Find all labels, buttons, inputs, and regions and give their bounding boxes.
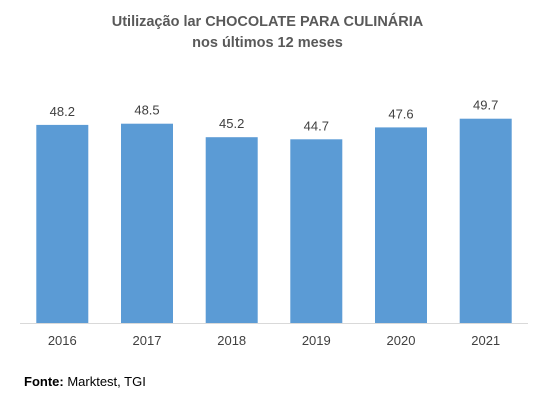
source-note: Fonte: Marktest, TGI (24, 374, 146, 389)
data-label-2020: 47.6 (388, 106, 413, 121)
source-label: Fonte: (24, 374, 64, 389)
bar-2018 (205, 137, 258, 323)
x-tick-label-2016: 2016 (48, 333, 77, 348)
source-text: Marktest, TGI (63, 374, 146, 389)
bar-2021 (459, 118, 512, 323)
x-tick-label-2021: 2021 (471, 333, 500, 348)
bar-2017 (121, 123, 173, 323)
data-label-2021: 49.7 (473, 98, 498, 113)
data-label-2019: 44.7 (304, 118, 329, 133)
bar-2016 (36, 124, 89, 324)
x-tick-label-2020: 2020 (387, 333, 416, 348)
data-label-2018: 45.2 (219, 116, 244, 131)
x-tick-label-2017: 2017 (133, 333, 162, 348)
x-tick-label-2019: 2019 (302, 333, 331, 348)
chart-title-line-2: nos últimos 12 meses (192, 35, 343, 51)
bar-2020 (375, 127, 427, 324)
data-label-2016: 48.2 (50, 104, 75, 119)
x-tick-label-2018: 2018 (217, 333, 246, 348)
data-label-2017: 48.5 (134, 103, 159, 118)
chart-title: Utilização lar CHOCOLATE PARA CULINÁRIA … (0, 12, 535, 54)
chart-title-line-1: Utilização lar CHOCOLATE PARA CULINÁRIA (111, 14, 424, 30)
bar-2019 (290, 139, 343, 323)
